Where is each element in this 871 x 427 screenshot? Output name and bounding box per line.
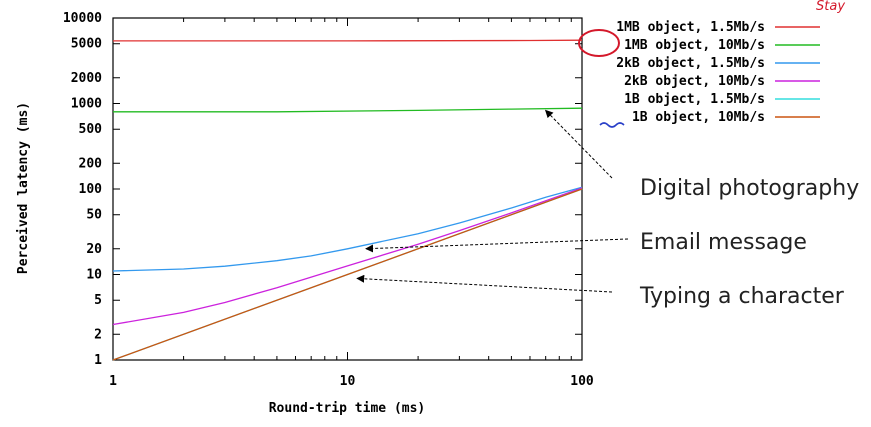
y-tick-label: 2 [94,327,102,342]
annotation-label-0: Digital photography [640,176,859,201]
x-axis-label: Round-trip time (ms) [269,401,426,416]
y-tick-label: 2000 [71,71,102,86]
plot-frame [112,17,583,361]
handwritten-corner-note: Stay [816,0,845,14]
annotation-label-1: Email message [640,230,807,255]
legend-label-3: 2kB object, 10Mb/s [624,74,765,89]
legend-label-0: 1MB object, 1.5Mb/s [616,20,765,35]
y-tick-label: 500 [79,122,103,137]
y-tick-label: 50 [86,208,102,223]
y-axis-label: Perceived latency (ms) [16,102,31,274]
series-line-2 [112,186,583,272]
annotation-label-2: Typing a character [639,284,845,309]
series-line-3 [112,187,583,326]
legend-label-1: 1MB object, 10Mb/s [624,38,765,53]
series-line-5 [112,188,583,361]
annotation-arrow-1 [365,238,629,253]
x-tick-label: 10 [340,374,356,389]
annotations: Digital photography Email message Typing a… [356,109,859,309]
handwritten-markup: Stay [578,0,845,128]
y-tick-label: 1000 [71,97,102,112]
legend-label-5: 1B object, 10Mb/s [632,110,765,125]
y-tick-label: 20 [86,242,102,257]
legend: 1MB object, 1.5Mb/s 1MB object, 10Mb/s 2kB… [616,20,820,125]
handwritten-squiggle [599,122,625,128]
handwritten-circle [578,29,620,57]
series-line-0 [113,39,583,42]
series-lines [112,39,583,361]
legend-label-4: 1B object, 1.5Mb/s [624,92,765,107]
axis-labels: Round-trip time (ms) Perceived latency (… [16,102,425,416]
plot-frame-and-ticks: 1 2 5 10 20 50 100 200 500 1000 2000 5000 10000 1 10 10… [63,11,594,389]
y-tick-label: 100 [79,182,103,197]
y-tick-label: 10000 [63,11,102,26]
series-line-1 [113,107,583,113]
annotation-arrow-0 [544,109,613,179]
annotation-arrow-2 [356,274,613,293]
y-tick-label: 1 [94,353,102,368]
y-tick-label: 5000 [71,37,102,52]
x-tick-label: 1 [109,374,117,389]
legend-label-2: 2kB object, 1.5Mb/s [616,56,765,71]
y-tick-label: 5 [94,293,102,308]
y-tick-label: 10 [86,268,102,283]
y-tick-label: 200 [79,156,103,171]
x-tick-label: 100 [570,374,594,389]
